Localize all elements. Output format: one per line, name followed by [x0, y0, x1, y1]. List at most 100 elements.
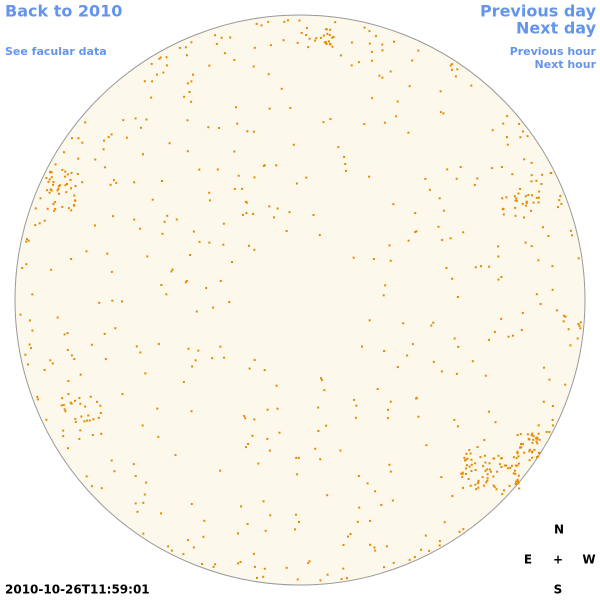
facula	[267, 20, 270, 23]
facula	[535, 437, 537, 440]
facula	[380, 503, 383, 506]
next-day-link[interactable]: Next day	[516, 19, 597, 38]
facula	[315, 37, 318, 40]
facula	[191, 365, 194, 368]
facula	[465, 464, 468, 467]
facula	[98, 301, 101, 304]
facula	[276, 207, 279, 210]
facula	[530, 174, 533, 177]
facula	[76, 173, 79, 175]
facula	[223, 52, 226, 55]
facula	[24, 353, 27, 356]
facula	[186, 82, 189, 85]
facula	[150, 96, 153, 99]
facula	[67, 207, 70, 210]
facula	[461, 472, 464, 475]
facula	[139, 351, 142, 354]
facula	[368, 319, 371, 322]
facula	[486, 477, 489, 480]
facula	[477, 486, 480, 489]
facula	[372, 258, 375, 260]
facula	[62, 429, 65, 432]
facula	[192, 230, 195, 233]
facula	[515, 457, 518, 460]
facula	[38, 222, 41, 225]
facula	[268, 107, 271, 110]
facula	[541, 226, 544, 229]
facula	[339, 449, 342, 452]
facula	[381, 49, 384, 52]
facula	[79, 373, 82, 376]
facula	[363, 123, 366, 126]
facula	[384, 284, 387, 287]
facula	[524, 195, 527, 198]
compass-west: W	[582, 553, 595, 567]
facula	[57, 187, 60, 190]
facula	[491, 129, 494, 132]
facula	[389, 259, 392, 262]
facula	[414, 231, 417, 233]
facula	[579, 327, 582, 330]
facula	[283, 20, 286, 23]
facula	[519, 136, 522, 139]
facula	[158, 57, 161, 60]
facula	[535, 293, 538, 296]
facula	[551, 405, 554, 407]
facula	[347, 535, 349, 538]
facula	[298, 521, 300, 523]
facula	[77, 137, 80, 140]
facula	[555, 309, 558, 312]
facula	[212, 306, 215, 309]
facula	[494, 421, 497, 424]
back-link[interactable]: Back to 2010	[5, 2, 122, 21]
facula	[208, 241, 211, 244]
facula	[361, 345, 363, 348]
facula	[109, 183, 112, 186]
facula	[537, 201, 540, 204]
solar-disk	[14, 14, 586, 586]
facula	[187, 347, 190, 350]
facula	[151, 198, 154, 201]
facula	[381, 76, 384, 79]
next-hour-link[interactable]: Next hour	[535, 58, 597, 71]
facula	[113, 470, 116, 473]
facula	[63, 151, 65, 154]
facula	[524, 204, 527, 207]
facula	[297, 456, 300, 459]
facula	[263, 164, 266, 167]
facula	[167, 545, 170, 548]
facula	[107, 136, 110, 139]
facula	[389, 400, 392, 403]
facula	[85, 250, 88, 253]
facula	[208, 191, 211, 194]
facula	[67, 380, 70, 382]
facula	[342, 567, 345, 570]
facula	[531, 451, 534, 454]
facula	[222, 243, 225, 246]
facula	[251, 434, 254, 437]
facula	[203, 519, 206, 522]
facula	[456, 425, 459, 428]
facula	[368, 30, 371, 33]
facula	[492, 457, 495, 460]
facula	[578, 324, 581, 327]
facula	[440, 370, 443, 373]
facula	[268, 205, 271, 208]
facula	[356, 520, 359, 523]
previous-day-link[interactable]: Previous day	[480, 2, 597, 21]
facula	[320, 379, 323, 382]
previous-hour-link[interactable]: Previous hour	[510, 45, 597, 58]
facula	[531, 456, 534, 459]
facula	[519, 433, 522, 436]
facula	[81, 181, 84, 184]
facula	[67, 447, 69, 450]
facula	[474, 462, 477, 465]
facula	[340, 578, 343, 581]
facula	[56, 316, 59, 319]
facula	[497, 245, 500, 248]
facula	[420, 548, 423, 551]
facula	[54, 163, 57, 166]
facula	[493, 330, 496, 333]
facula	[562, 314, 565, 317]
facular-link[interactable]: See facular data	[5, 45, 107, 58]
